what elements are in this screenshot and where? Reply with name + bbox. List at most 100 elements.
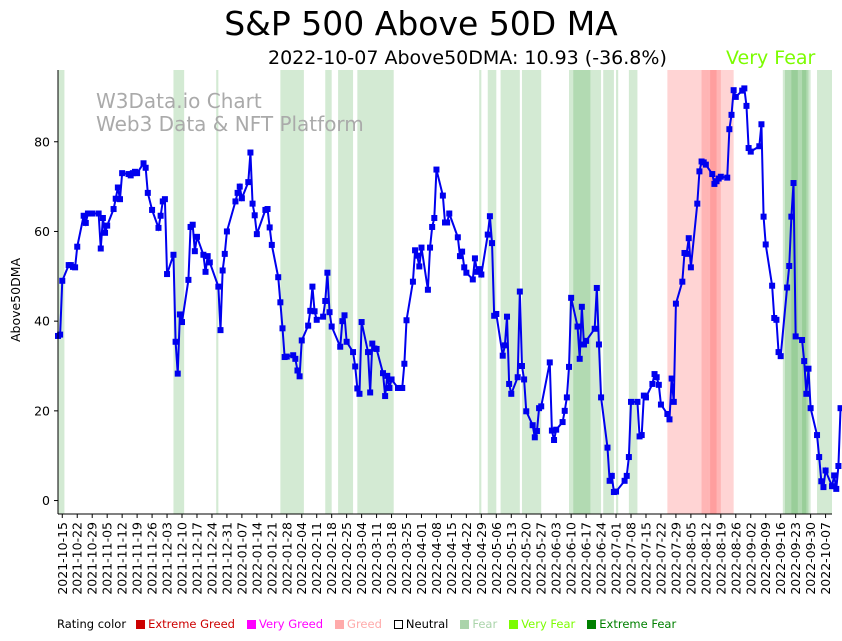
x-tick-label: 2022-04-15: [444, 522, 459, 595]
x-tick-label: 2022-03-18: [384, 522, 399, 595]
data-point: [326, 309, 333, 316]
x-tick-label: 2021-10-22: [70, 522, 85, 595]
x-tick-label: 2022-07-22: [653, 522, 668, 595]
x-tick-label: 2022-01-28: [279, 522, 294, 595]
data-point: [580, 341, 587, 348]
data-point: [730, 87, 737, 94]
x-tick-label: 2022-08-05: [683, 522, 698, 595]
data-point: [283, 353, 290, 360]
data-point: [95, 210, 102, 217]
band-greed: [710, 70, 717, 514]
data-point: [657, 401, 664, 408]
watermark: W3Data.io Chart Web3 Data & NFT Platform: [96, 89, 364, 136]
data-point: [339, 318, 346, 325]
data-point: [548, 427, 555, 434]
data-point: [694, 200, 701, 207]
data-point: [82, 219, 89, 226]
legend-swatch: [460, 619, 470, 629]
data-point: [788, 213, 795, 220]
data-point: [57, 331, 64, 338]
data-point: [414, 252, 421, 259]
data-point: [328, 323, 335, 330]
band-greed: [667, 70, 734, 514]
data-point: [204, 253, 211, 260]
legend-item-extreme-greed: Extreme Greed: [136, 617, 235, 631]
data-point: [292, 355, 299, 362]
data-point: [604, 444, 611, 451]
band-fear: [573, 70, 582, 514]
data-point: [476, 266, 483, 273]
data-point: [424, 286, 431, 293]
x-tick-label: 2022-06-10: [564, 522, 579, 595]
data-point: [621, 477, 628, 484]
data-point: [576, 355, 583, 362]
data-point: [354, 385, 361, 392]
data-point: [790, 180, 797, 187]
data-point: [236, 183, 243, 190]
data-point: [149, 206, 156, 213]
data-point: [835, 463, 842, 470]
rating-bands: [58, 70, 832, 514]
data-point: [433, 166, 440, 173]
data-point: [724, 174, 731, 181]
x-tick-label: 2022-06-24: [594, 522, 609, 595]
data-point: [593, 284, 600, 291]
data-point: [97, 245, 104, 252]
legend-item-very-greed: Very Greed: [246, 617, 323, 631]
x-tick-label: 2022-08-12: [698, 522, 713, 595]
legend: Rating color Extreme Greed Very Greed Gree…: [57, 617, 688, 632]
data-point: [831, 472, 838, 479]
x-tick-label: 2022-09-23: [788, 522, 803, 595]
x-tick-label: 2022-09-09: [758, 522, 773, 595]
data-point: [745, 145, 752, 152]
data-point: [189, 221, 196, 228]
data-point: [409, 278, 416, 285]
x-tick-label: 2021-11-12: [115, 522, 130, 595]
y-tick-label: 0: [42, 493, 50, 508]
band-fear: [603, 70, 614, 514]
legend-swatch: [509, 619, 519, 629]
legend-text: Fear: [472, 617, 498, 631]
data-point: [814, 432, 821, 439]
y-tick-label: 80: [34, 134, 50, 149]
data-point: [223, 228, 230, 235]
data-point: [529, 422, 536, 429]
data-point: [367, 389, 374, 396]
legend-label: Rating color: [57, 617, 127, 632]
data-point: [756, 143, 763, 150]
data-point: [668, 375, 675, 382]
data-point: [805, 365, 812, 372]
band-fear: [581, 70, 591, 514]
band-fear: [357, 70, 394, 514]
data-point: [320, 313, 327, 320]
data-point: [99, 215, 106, 221]
data-point: [431, 215, 438, 221]
data-point: [172, 338, 179, 345]
data-point: [382, 393, 389, 400]
data-point: [324, 269, 331, 276]
data-point: [221, 250, 228, 257]
data-point: [296, 373, 303, 380]
data-point: [508, 390, 515, 397]
x-tick-label: 2022-07-01: [609, 522, 624, 595]
x-tick-label: 2022-07-15: [638, 522, 653, 595]
x-tick-label: 2021-12-03: [160, 522, 175, 595]
data-point: [769, 282, 776, 289]
x-tick-label: 2021-11-05: [100, 522, 115, 595]
x-tick-label: 2022-04-08: [429, 522, 444, 595]
data-point: [379, 370, 386, 377]
data-point: [412, 247, 419, 254]
data-point: [792, 333, 799, 340]
x-tick-label: 2022-02-04: [294, 522, 309, 595]
data-point: [651, 371, 658, 378]
data-point: [155, 224, 162, 231]
data-point: [762, 241, 769, 248]
x-tick-label: 2022-09-16: [773, 522, 788, 595]
x-tick-label: 2022-04-29: [474, 522, 489, 595]
data-point: [142, 164, 149, 171]
data-point: [134, 170, 141, 177]
band-fear: [802, 70, 807, 514]
x-tick-label: 2021-12-17: [189, 522, 204, 595]
data-point: [672, 300, 679, 307]
data-point: [343, 338, 350, 345]
